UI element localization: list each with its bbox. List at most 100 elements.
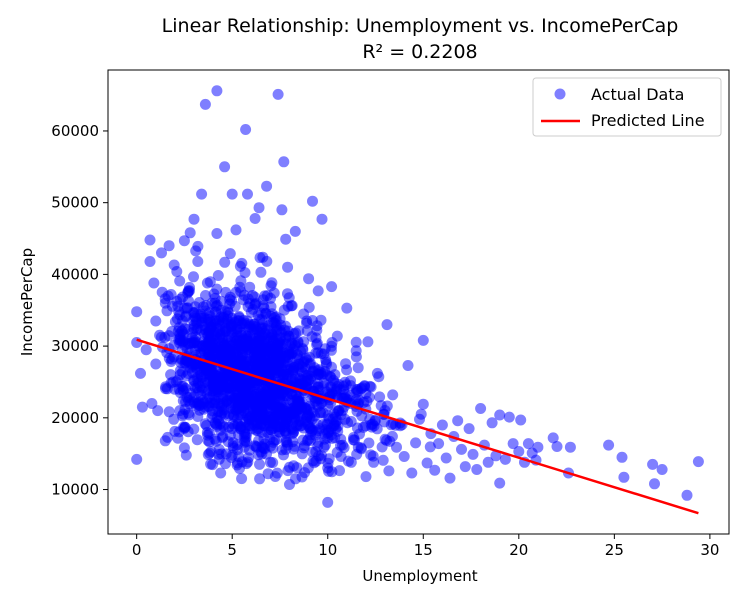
scatter-point bbox=[192, 377, 204, 389]
scatter-point bbox=[291, 389, 303, 401]
scatter-point bbox=[284, 479, 295, 490]
scatter-point bbox=[532, 441, 544, 453]
scatter-point bbox=[379, 433, 391, 445]
scatter-point bbox=[192, 256, 204, 267]
scatter-point bbox=[131, 337, 143, 348]
scatter-point bbox=[136, 401, 148, 413]
scatter-point bbox=[207, 459, 219, 471]
scatter-point bbox=[244, 330, 256, 342]
scatter-point bbox=[230, 224, 242, 236]
scatter-point bbox=[191, 434, 203, 446]
scatter-point bbox=[169, 425, 181, 437]
scatter-point bbox=[301, 325, 313, 337]
x-tick-label: 10 bbox=[318, 541, 337, 559]
scatter-point bbox=[135, 367, 146, 379]
scatter-point bbox=[209, 418, 221, 430]
scatter-point bbox=[301, 315, 313, 327]
scatter-point bbox=[340, 358, 352, 370]
scatter-point bbox=[254, 473, 266, 485]
scatter-point bbox=[398, 451, 410, 462]
scatter-point bbox=[236, 473, 248, 485]
scatter-point bbox=[363, 437, 375, 449]
y-tick-label: 40000 bbox=[51, 265, 99, 283]
scatter-point bbox=[163, 240, 175, 252]
scatter-point bbox=[152, 405, 164, 417]
scatter-point bbox=[174, 275, 186, 287]
scatter-point bbox=[503, 411, 515, 423]
scatter-point bbox=[215, 467, 227, 479]
scatter-point bbox=[288, 427, 299, 439]
scatter-point bbox=[331, 330, 343, 342]
scatter-point bbox=[289, 440, 301, 452]
scatter-point bbox=[294, 373, 306, 385]
scatter-point bbox=[307, 455, 319, 467]
scatter-point bbox=[249, 213, 261, 224]
scatter-point bbox=[323, 453, 335, 465]
scatter-point bbox=[494, 409, 506, 421]
scatter-point bbox=[263, 423, 274, 435]
scatter-point bbox=[201, 277, 213, 289]
scatter-point bbox=[212, 270, 224, 281]
scatter-point bbox=[507, 438, 519, 450]
scatter-point bbox=[188, 391, 200, 403]
scatter-point bbox=[243, 444, 255, 456]
scatter-point bbox=[238, 314, 250, 326]
scatter-point bbox=[154, 329, 166, 341]
scatter-point bbox=[475, 403, 487, 414]
scatter-point bbox=[197, 301, 209, 313]
scatter-point bbox=[220, 286, 232, 298]
scatter-point bbox=[258, 433, 270, 445]
x-tick-label: 5 bbox=[227, 541, 237, 559]
scatter-point bbox=[341, 302, 353, 314]
scatter-point bbox=[207, 380, 219, 392]
scatter-point bbox=[310, 347, 322, 359]
scatter-point bbox=[144, 234, 156, 246]
scatter-point bbox=[463, 423, 475, 435]
scatter-point bbox=[292, 335, 304, 347]
scatter-point bbox=[211, 283, 223, 295]
scatter-point bbox=[211, 85, 223, 97]
scatter-point bbox=[221, 349, 232, 361]
scatter-point bbox=[303, 273, 315, 285]
scatter-point bbox=[131, 453, 143, 465]
scatter-point bbox=[513, 446, 525, 457]
scatter-point bbox=[177, 336, 188, 348]
scatter-point bbox=[222, 304, 234, 316]
scatter-point bbox=[603, 439, 615, 451]
scatter-point bbox=[244, 298, 256, 309]
scatter-point bbox=[410, 437, 422, 449]
y-axis-ticks: 10000 20000 30000 40000 50000 60000 bbox=[51, 122, 108, 499]
scatter-point bbox=[377, 454, 389, 466]
scatter-point bbox=[268, 343, 280, 354]
y-tick-label: 10000 bbox=[51, 481, 99, 499]
y-tick-label: 30000 bbox=[51, 337, 99, 355]
scatter-point bbox=[173, 306, 185, 318]
scatter-point bbox=[374, 391, 386, 403]
scatter-point bbox=[190, 245, 202, 257]
legend-marker-actual bbox=[554, 88, 566, 100]
scatter-point bbox=[360, 471, 372, 483]
scatter-point bbox=[224, 429, 236, 441]
scatter-point bbox=[242, 188, 253, 200]
scatter-point bbox=[244, 378, 256, 390]
scatter-point bbox=[326, 281, 338, 293]
scatter-point bbox=[254, 458, 265, 470]
scatter-point bbox=[198, 320, 210, 332]
scatter-point bbox=[656, 464, 668, 475]
scatter-point bbox=[312, 285, 324, 297]
scatter-point bbox=[270, 409, 282, 421]
scatter-point bbox=[278, 156, 290, 168]
scatter-point bbox=[199, 98, 211, 110]
scatter-point bbox=[402, 360, 414, 371]
scatter-point bbox=[490, 450, 502, 462]
scatter-point bbox=[471, 464, 483, 475]
scatter-point bbox=[295, 401, 307, 413]
scatter-point bbox=[275, 368, 287, 380]
legend-label-actual: Actual Data bbox=[591, 85, 684, 104]
scatter-point bbox=[387, 389, 399, 401]
scatter-point bbox=[266, 317, 278, 329]
scatter-point bbox=[156, 247, 167, 259]
scatter-point bbox=[225, 340, 237, 352]
scatter-point bbox=[178, 235, 190, 247]
